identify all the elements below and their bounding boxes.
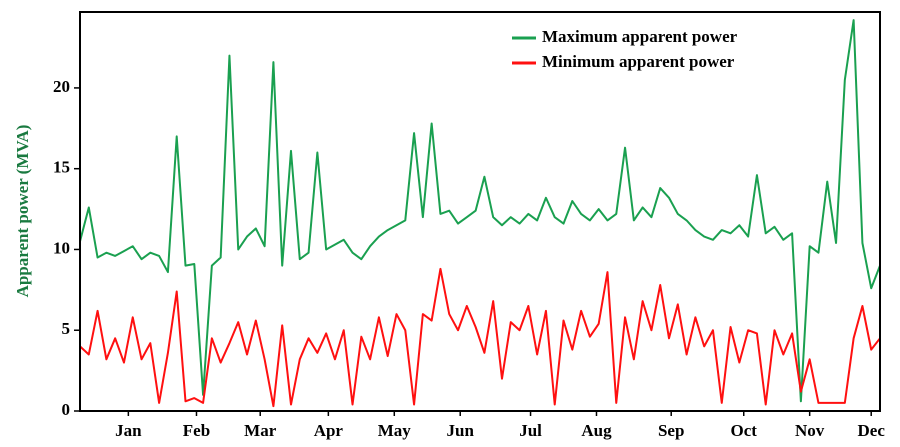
- y-tick-label: 0: [62, 400, 71, 419]
- x-tick-label: Mar: [244, 421, 277, 440]
- x-tick-label: Oct: [731, 421, 758, 440]
- x-tick-label: Feb: [183, 421, 210, 440]
- series-line: [79, 267, 881, 408]
- x-tick-label: Jun: [447, 421, 475, 440]
- x-tick-label: Jul: [519, 421, 542, 440]
- y-tick-label: 5: [62, 319, 71, 338]
- x-tick-label: Nov: [795, 421, 825, 440]
- x-tick-label: Aug: [581, 421, 612, 440]
- x-tick-label: Apr: [314, 421, 344, 440]
- legend-label: Maximum apparent power: [542, 27, 738, 46]
- y-tick-label: 10: [53, 238, 70, 257]
- y-axis-label: Apparent power (MVA): [13, 125, 32, 298]
- y-tick-label: 15: [53, 158, 70, 177]
- plot-frame: [79, 11, 881, 412]
- x-tick-label: Jan: [115, 421, 142, 440]
- x-tick-label: May: [378, 421, 412, 440]
- legend-label: Minimum apparent power: [542, 52, 735, 71]
- x-tick-label: Sep: [658, 421, 684, 440]
- x-tick-label: Dec: [858, 421, 886, 440]
- series-line: [79, 19, 881, 403]
- y-tick-label: 20: [53, 77, 70, 96]
